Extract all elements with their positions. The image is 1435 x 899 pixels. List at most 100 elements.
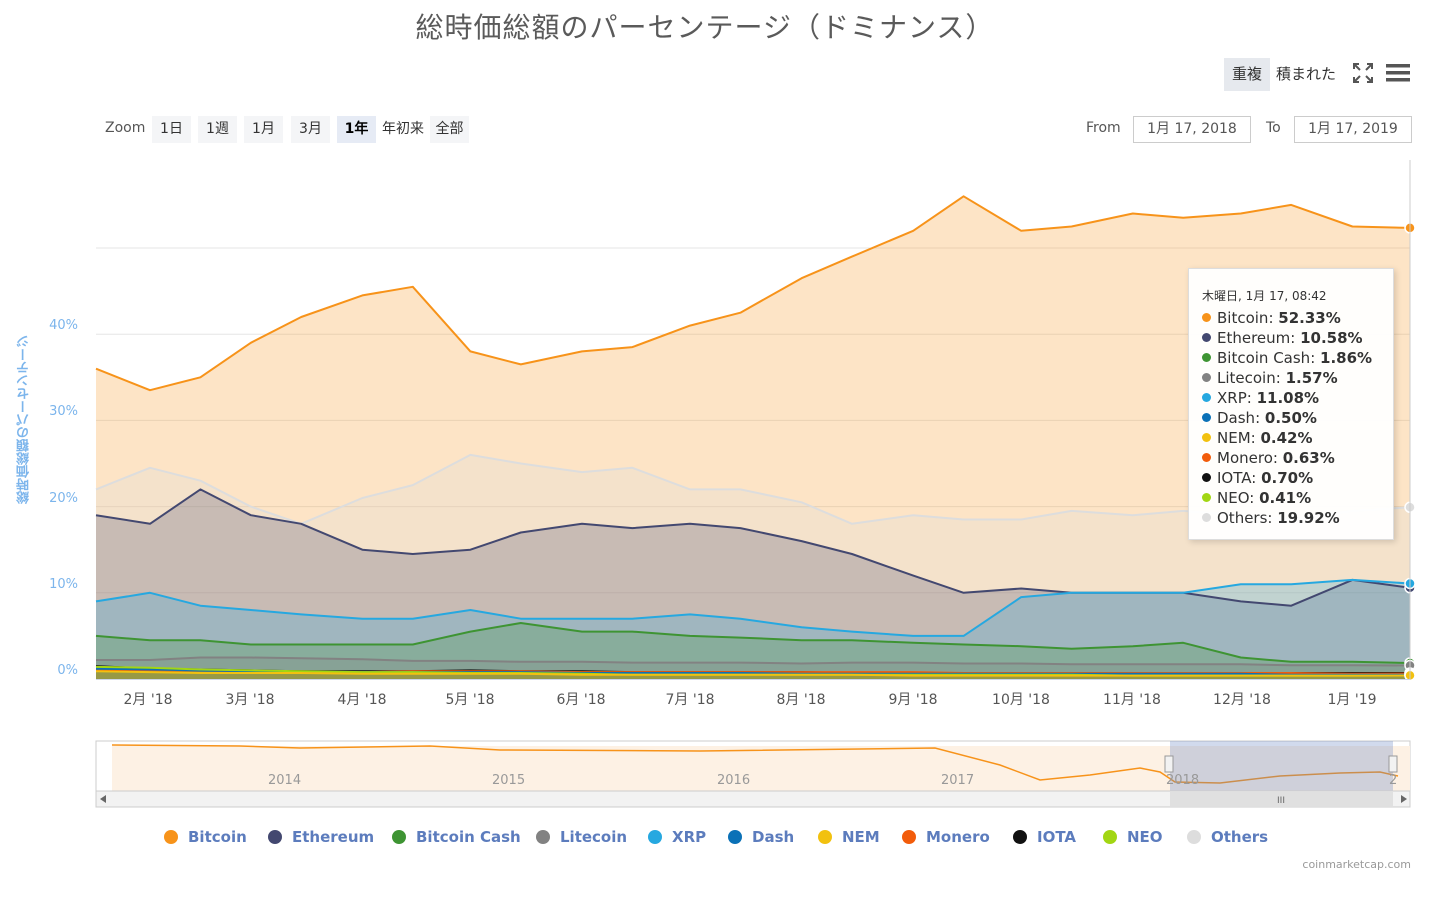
tooltip-series-name: Ethereum:	[1217, 329, 1301, 347]
legend-dot-icon	[536, 830, 550, 844]
series-line-litecoin	[96, 656, 1411, 667]
y-tick-label: 40%	[49, 318, 78, 333]
navigator-year-label: 2014	[268, 773, 302, 788]
navigator-year-label: 2018	[1166, 773, 1200, 788]
y-tick-label: 30%	[49, 404, 78, 419]
tooltip-series-value: 0.50%	[1264, 409, 1317, 427]
legend-label: Litecoin	[560, 828, 628, 846]
zoom-1d-button[interactable]: 1日	[152, 116, 191, 143]
legend-item-litecoin[interactable]: Litecoin	[536, 828, 627, 846]
x-tick-label: 6月 '18	[556, 692, 606, 708]
series-dot-icon	[1202, 373, 1211, 382]
x-tick-label: 4月 '18	[337, 692, 387, 708]
legend-dot-icon	[902, 830, 916, 844]
from-label: From	[1086, 120, 1121, 136]
zoom-3m-button[interactable]: 3月	[291, 116, 330, 143]
stacked-mode-button[interactable]: 積まれた	[1276, 65, 1337, 83]
navigator-year-label: 2017	[941, 773, 975, 788]
x-tick-label: 10月 '18	[992, 692, 1050, 708]
series-area-bitcoin	[96, 196, 1410, 680]
overlay-mode-button[interactable]: 重複	[1224, 58, 1271, 91]
navigator-year-label: 2	[1389, 773, 1398, 788]
series-dot-icon	[1202, 433, 1211, 442]
legend-item-dash[interactable]: Dash	[728, 828, 794, 846]
tooltip-series-value: 52.33%	[1278, 309, 1341, 327]
navigator-right-handle	[1388, 755, 1398, 773]
x-tick-label: 3月 '18	[225, 692, 275, 708]
legend-label: XRP	[672, 828, 707, 846]
tooltip-series-name: Bitcoin:	[1217, 309, 1279, 327]
series-dot-icon	[1202, 413, 1211, 422]
legend-item-iota[interactable]: IOTA	[1013, 828, 1076, 846]
tooltip: 木曜日, 1月 17, 08:42 Bitcoin: 52.33% Ethereu…	[1188, 268, 1394, 540]
hamburger-menu-icon[interactable]	[1386, 63, 1410, 83]
zoom-1m-button[interactable]: 1月	[244, 116, 283, 143]
legend-dot-icon	[392, 830, 406, 844]
zoom-1w-button[interactable]: 1週	[198, 116, 237, 143]
tooltip-row: XRP: 11.08%	[1202, 388, 1393, 408]
tooltip-series-name: Others:	[1217, 509, 1278, 527]
legend-label: NEO	[1127, 828, 1163, 846]
tooltip-series-name: NEO:	[1217, 489, 1260, 507]
legend-label: Bitcoin Cash	[416, 828, 521, 846]
series-dot-icon	[1202, 453, 1211, 462]
legend-label: Others	[1211, 828, 1269, 846]
zoom-all-button[interactable]: 全部	[430, 116, 469, 143]
x-tick-label: 12月 '18	[1213, 692, 1271, 708]
legend-dot-icon	[818, 830, 832, 844]
tooltip-series-value: 0.63%	[1282, 449, 1335, 467]
legend-item-neo[interactable]: NEO	[1103, 828, 1163, 846]
tooltip-row: Dash: 0.50%	[1202, 408, 1393, 428]
series-area-xrp	[96, 579, 1410, 679]
tooltip-series-name: Monero:	[1217, 449, 1283, 467]
series-dot-icon	[1202, 393, 1211, 402]
navigator-year-label: 2015	[492, 773, 526, 788]
legend-item-xrp[interactable]: XRP	[648, 828, 706, 846]
series-dot-icon	[1202, 473, 1211, 482]
scroll-left-icon	[100, 795, 106, 803]
legend-dot-icon	[1103, 830, 1117, 844]
legend-item-others[interactable]: Others	[1187, 828, 1268, 846]
x-tick-label: 9月 '18	[888, 692, 938, 708]
zoom-1y-button[interactable]: 1年	[337, 116, 376, 143]
legend-label: IOTA	[1037, 828, 1077, 846]
tooltip-row: NEO: 0.41%	[1202, 488, 1393, 508]
tooltip-series-value: 11.08%	[1256, 389, 1320, 407]
series-line-bitcoin	[95, 195, 1411, 392]
chart-title: 総時価総額のパーセンテージ（ドミナンス）	[415, 11, 995, 44]
series-line-bitcoin-cash	[95, 622, 1411, 664]
tooltip-series-value: 0.41%	[1259, 489, 1312, 507]
legend-item-bitcoin-cash[interactable]: Bitcoin Cash	[392, 828, 521, 846]
legend-dot-icon	[728, 830, 742, 844]
to-date-input[interactable]: 1月 17, 2019	[1294, 116, 1412, 143]
credit[interactable]: coinmarketcap.com	[1302, 858, 1411, 871]
tooltip-row: NEM: 0.42%	[1202, 428, 1393, 448]
series-dot-icon	[1202, 513, 1211, 522]
series-areas	[96, 196, 1410, 680]
x-tick-label: 1月 '19	[1327, 692, 1377, 708]
legend-item-ethereum[interactable]: Ethereum	[268, 828, 374, 846]
scroll-right-icon	[1401, 795, 1407, 803]
tooltip-series-name: Litecoin:	[1217, 369, 1286, 387]
series-dot-icon	[1202, 493, 1211, 502]
legend-item-bitcoin[interactable]: Bitcoin	[164, 828, 247, 846]
legend-dot-icon	[164, 830, 178, 844]
series-lines	[95, 195, 1411, 677]
legend-item-monero[interactable]: Monero	[902, 828, 990, 846]
x-tick-label: 8月 '18	[776, 692, 826, 708]
tooltip-row: Monero: 0.63%	[1202, 448, 1393, 468]
scrollbar-thumb	[1170, 792, 1393, 806]
y-tick-label: 0%	[57, 663, 78, 678]
y-tick-label: 10%	[49, 577, 78, 592]
legend-item-nem[interactable]: NEM	[818, 828, 880, 846]
from-date-input[interactable]: 1月 17, 2018	[1133, 116, 1251, 143]
x-tick-label: 2月 '18	[123, 692, 173, 708]
fullscreen-icon[interactable]	[1352, 62, 1374, 84]
x-tick-label: 11月 '18	[1103, 692, 1161, 708]
tooltip-series-name: IOTA:	[1217, 469, 1262, 487]
zoom-ytd-button[interactable]: 年初来	[382, 121, 424, 137]
tooltip-series-value: 1.86%	[1320, 349, 1373, 367]
x-tick-label: 7月 '18	[665, 692, 715, 708]
x-tick-label: 5月 '18	[445, 692, 495, 708]
